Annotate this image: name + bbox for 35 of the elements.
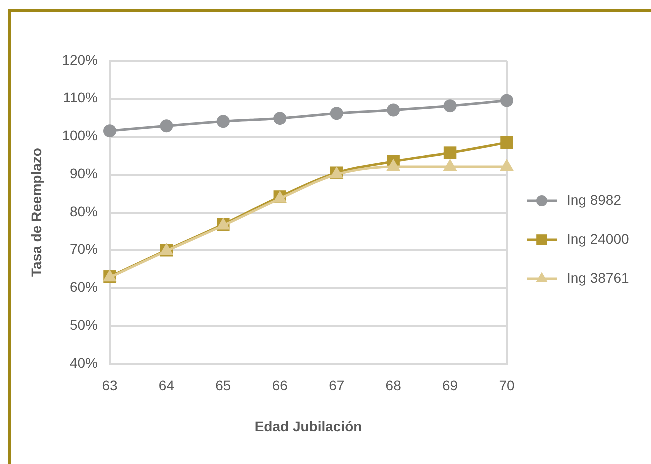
- point: [104, 124, 116, 138]
- x-tick-label: 63: [102, 377, 118, 394]
- y-axis-title: Tasa de Reemplazo: [28, 148, 44, 277]
- y-tick-label: 110%: [63, 90, 98, 106]
- x-tick-label: 64: [158, 377, 175, 394]
- point: [500, 136, 514, 150]
- legend-label: Ing 24000: [567, 230, 630, 247]
- point: [274, 112, 287, 126]
- y-tick-label: 60%: [70, 279, 98, 296]
- y-tick-label: 90%: [70, 165, 98, 182]
- x-tick-label: 69: [442, 377, 458, 394]
- y-tick-label: 120%: [62, 52, 98, 68]
- point: [216, 115, 230, 128]
- point: [444, 100, 457, 113]
- point: [443, 159, 458, 172]
- point: [500, 94, 514, 108]
- y-tick-label: 40%: [70, 354, 98, 371]
- point: [160, 120, 174, 133]
- x-tick-label: 65: [216, 377, 232, 394]
- y-tick-label: 100%: [62, 128, 98, 144]
- y-tick-label: 50%: [70, 316, 98, 333]
- x-axis-title: Edad Jubilación: [254, 418, 362, 434]
- legend-label: Ing 8982: [567, 192, 622, 208]
- y-tick-label: 80%: [70, 203, 98, 220]
- point: [444, 146, 457, 160]
- point: [387, 104, 400, 117]
- x-tick-label: 68: [386, 377, 402, 394]
- x-tick-label: 67: [329, 377, 345, 394]
- x-tick-label: 66: [272, 377, 288, 394]
- point: [500, 159, 514, 172]
- point: [330, 107, 344, 120]
- y-tick-label: 70%: [70, 241, 98, 258]
- legend-label: Ing 38761: [567, 270, 630, 286]
- point: [386, 159, 400, 172]
- x-tick-label: 70: [499, 377, 515, 394]
